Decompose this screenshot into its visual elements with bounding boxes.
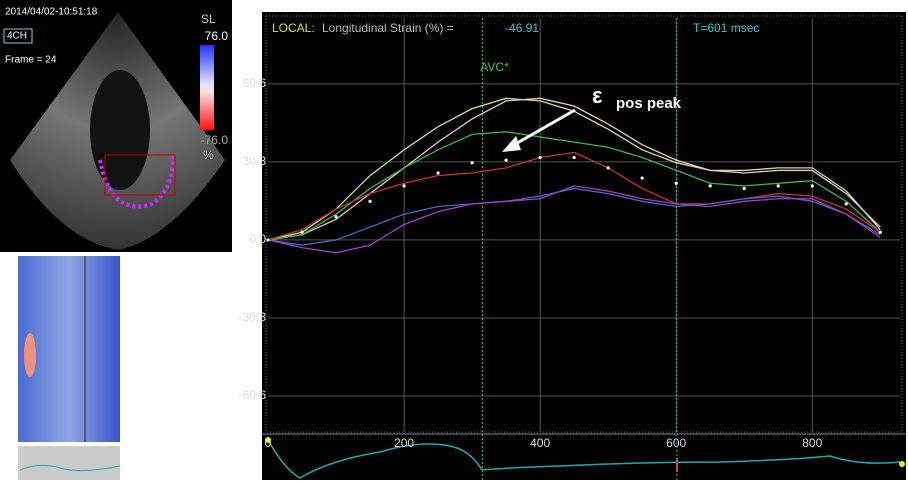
average-point bbox=[708, 184, 712, 188]
average-point bbox=[334, 215, 338, 219]
average-point bbox=[436, 171, 440, 175]
average-point bbox=[538, 155, 542, 160]
average-point bbox=[776, 184, 780, 188]
roi-box bbox=[104, 154, 176, 196]
mmode-region bbox=[24, 333, 36, 377]
timestamp: 2014/04/02-10:51:18 bbox=[5, 7, 98, 18]
header-time: T=601 msec bbox=[693, 21, 759, 35]
average-point bbox=[470, 161, 474, 165]
scale-name: SL bbox=[201, 12, 216, 26]
echo-chamber bbox=[90, 70, 150, 190]
annotation-text: pos peak bbox=[616, 95, 682, 112]
strain-curve bbox=[267, 187, 881, 246]
ecg-marker bbox=[265, 437, 271, 443]
tracking-contour bbox=[98, 154, 175, 209]
event-label: AVC* bbox=[480, 60, 509, 74]
ecg-trace bbox=[267, 439, 901, 479]
average-point bbox=[810, 184, 814, 188]
average-point bbox=[300, 230, 304, 234]
y-tick-label: -60.6 bbox=[239, 388, 267, 402]
y-tick-label: 60.6 bbox=[243, 76, 267, 90]
y-tick-label: 0.0 bbox=[249, 232, 266, 246]
average-point bbox=[742, 186, 746, 191]
x-tick-label: 800 bbox=[802, 436, 822, 450]
annotation-symbol: ε bbox=[592, 83, 603, 108]
strain-curve bbox=[267, 131, 881, 241]
average-point bbox=[844, 202, 848, 206]
scale-unit: % bbox=[203, 148, 214, 162]
average-point bbox=[368, 199, 372, 203]
mini-ecg bbox=[19, 464, 121, 472]
average-point bbox=[266, 238, 270, 242]
y-tick-label: -30.3 bbox=[239, 310, 267, 324]
y-tick-label: 30.3 bbox=[243, 154, 267, 168]
chart-panel bbox=[262, 12, 906, 480]
header-measure: Longitudinal Strain (%) = bbox=[322, 21, 454, 35]
scale-max: 76.0 bbox=[205, 29, 229, 43]
color-bar bbox=[200, 45, 214, 130]
average-point bbox=[640, 176, 644, 180]
average-point bbox=[572, 155, 576, 160]
x-tick-label: 600 bbox=[666, 436, 686, 450]
mini-echo bbox=[18, 446, 120, 480]
strain-curve bbox=[267, 151, 881, 241]
frame-label: Frame = 24 bbox=[5, 55, 57, 66]
average-point bbox=[402, 184, 406, 188]
annotation-arrow bbox=[511, 108, 576, 148]
ecg-marker bbox=[899, 461, 905, 467]
average-point bbox=[674, 181, 678, 185]
view-box bbox=[3, 28, 33, 44]
x-tick-label: 400 bbox=[530, 436, 550, 450]
view-label: 4CH bbox=[7, 31, 27, 42]
strain-curve bbox=[267, 185, 881, 254]
header-mode: LOCAL: bbox=[272, 21, 315, 35]
average-point bbox=[504, 158, 508, 162]
average-point bbox=[606, 166, 610, 170]
x-tick-label: 0 bbox=[265, 436, 272, 450]
annotation-arrowhead bbox=[502, 136, 521, 152]
header-value: -46.91 bbox=[505, 21, 539, 35]
average-point bbox=[878, 230, 882, 234]
plot-frame bbox=[265, 15, 903, 433]
scale-min: -76.0 bbox=[201, 133, 229, 147]
x-tick-label: 200 bbox=[394, 436, 414, 450]
